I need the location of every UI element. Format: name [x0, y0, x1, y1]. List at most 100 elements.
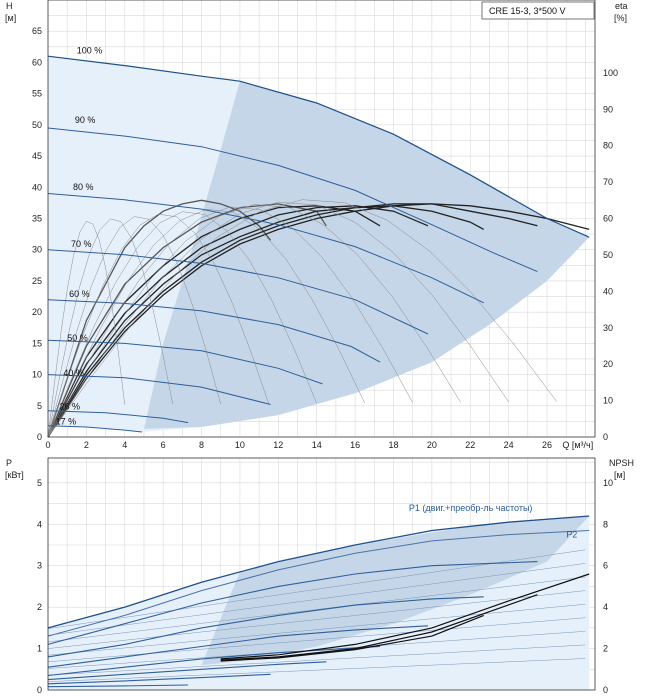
head-y2-tick-label: 50 — [603, 250, 613, 260]
head-y-tick-label: 50 — [32, 120, 42, 130]
efficiency-fan-line — [47, 218, 174, 438]
npsh-curve — [220, 573, 590, 660]
head-x-tick-label: 10 — [235, 440, 245, 450]
speed-curve — [47, 55, 590, 238]
power-y-tick-label: 3 — [37, 561, 42, 571]
head-x-tick-label: 0 — [45, 440, 50, 450]
head-y2-tick-label: 100 — [603, 68, 618, 78]
head-y-tick-label: 45 — [32, 151, 42, 161]
power-curve — [47, 684, 189, 688]
head-axis-unit: [м] — [5, 13, 16, 23]
head-y2-tick-label: 40 — [603, 286, 613, 296]
power-curve — [47, 625, 429, 668]
head-x-tick-label: 2 — [84, 440, 89, 450]
head-x-tick-label: 16 — [350, 440, 360, 450]
power-thin-line — [47, 631, 586, 669]
head-x-tick-label: 8 — [199, 440, 204, 450]
head-x-tick-label: 12 — [273, 440, 283, 450]
efficiency-fan-line — [47, 199, 557, 438]
efficiency-fan-line — [47, 211, 317, 438]
speed-curve-label: 40 % — [63, 368, 84, 378]
head-y-tick-label: 65 — [32, 26, 42, 36]
efficiency-fan-line — [47, 206, 413, 438]
efficiency-curve — [47, 205, 485, 438]
speed-curve — [47, 374, 271, 405]
head-plot-frame — [47, 0, 596, 438]
head-y-tick-label: 10 — [32, 370, 42, 380]
npsh-axis-title: NPSH — [609, 458, 634, 468]
head-y2-tick-label: 20 — [603, 359, 613, 369]
npsh-y-tick-label: 6 — [603, 561, 608, 571]
speed-curve-label: 17 % — [56, 417, 77, 427]
speed-curve — [47, 339, 323, 385]
speed-curve-label: 26 % — [60, 402, 81, 412]
p2-curve — [47, 530, 590, 637]
eta-axis-title: eta — [615, 1, 628, 11]
power-curve — [47, 596, 484, 658]
head-x-tick-label: 26 — [542, 440, 552, 450]
p2-legend-label: P2 — [566, 530, 577, 540]
speed-curve-label: 60 % — [69, 289, 90, 299]
head-y-tick-label: 15 — [32, 338, 42, 348]
efficiency-fan-line — [47, 209, 365, 438]
speed-curve — [47, 299, 381, 363]
head-x-tick-label: 22 — [465, 440, 475, 450]
power-thin-line — [47, 563, 586, 636]
power-curve — [47, 561, 538, 645]
power-axis-unit: [кВт] — [5, 470, 24, 480]
power-panel: 0 1 2 3 4 5 0 2 4 6 8 10 P1 (двиг.+преобр-ль частоты… — [5, 457, 634, 695]
head-y-tick-label: 20 — [32, 307, 42, 317]
head-y-tick-label: 0 — [37, 432, 42, 442]
head-y-tick-label: 5 — [37, 401, 42, 411]
speed-curve-label: 90 % — [75, 115, 96, 125]
power-thin-line — [47, 549, 586, 629]
p1-legend-label: P1 (двиг.+преобр-ль частоты) — [409, 503, 533, 513]
efficiency-fan-line — [47, 213, 269, 438]
power-thin-line — [47, 658, 586, 682]
head-y2-tick-label: 0 — [603, 432, 608, 442]
speed-curve-label: 50 % — [67, 333, 88, 343]
speed-curve-label: 70 % — [71, 239, 92, 249]
efficiency-curve — [47, 203, 538, 438]
power-thin-line — [47, 644, 586, 676]
speed-curve — [47, 193, 484, 304]
head-y-tick-label: 40 — [32, 182, 42, 192]
speed-curve — [47, 410, 189, 424]
npsh-y-tick-label: 10 — [603, 478, 613, 488]
efficiency-fan-line — [47, 216, 221, 438]
head-envelope-dark — [144, 81, 590, 429]
power-thin-line — [47, 590, 586, 649]
head-y2-tick-label: 30 — [603, 323, 613, 333]
power-axis-title: P — [6, 458, 12, 468]
efficiency-curve — [47, 205, 381, 438]
x-axis-label: Q [м³/ч] — [562, 440, 593, 450]
head-y2-tick-label: 70 — [603, 177, 613, 187]
head-x-tick-label: 14 — [312, 440, 322, 450]
head-y2-tick-label: 80 — [603, 141, 613, 151]
power-curve — [47, 673, 271, 685]
head-y2-tick-label: 60 — [603, 214, 613, 224]
head-y-tick-label: 30 — [32, 245, 42, 255]
efficiency-curve — [47, 203, 590, 438]
npsh-y-tick-label: 0 — [603, 685, 608, 695]
title-box: CRE 15-3, 3*500 V — [481, 1, 595, 20]
power-envelope-dark — [201, 516, 590, 666]
power-y-tick-label: 2 — [37, 602, 42, 612]
power-plot-frame — [47, 457, 596, 691]
npsh-y-tick-label: 4 — [603, 602, 608, 612]
efficiency-fan-line — [47, 220, 126, 438]
speed-curve-label: 100 % — [77, 46, 103, 56]
speed-curve — [47, 127, 538, 273]
npsh-curve — [220, 594, 538, 661]
power-y-tick-label: 5 — [37, 478, 42, 488]
head-x-tick-label: 6 — [161, 440, 166, 450]
efficiency-fan-line — [47, 201, 509, 438]
head-y2-tick-label: 90 — [603, 104, 613, 114]
head-y-tick-label: 35 — [32, 214, 42, 224]
speed-curve — [47, 425, 143, 433]
power-y-tick-label: 4 — [37, 519, 42, 529]
eta-axis-unit: [%] — [614, 13, 627, 23]
efficiency-fan-line — [47, 204, 461, 438]
head-y-tick-label: 55 — [32, 89, 42, 99]
